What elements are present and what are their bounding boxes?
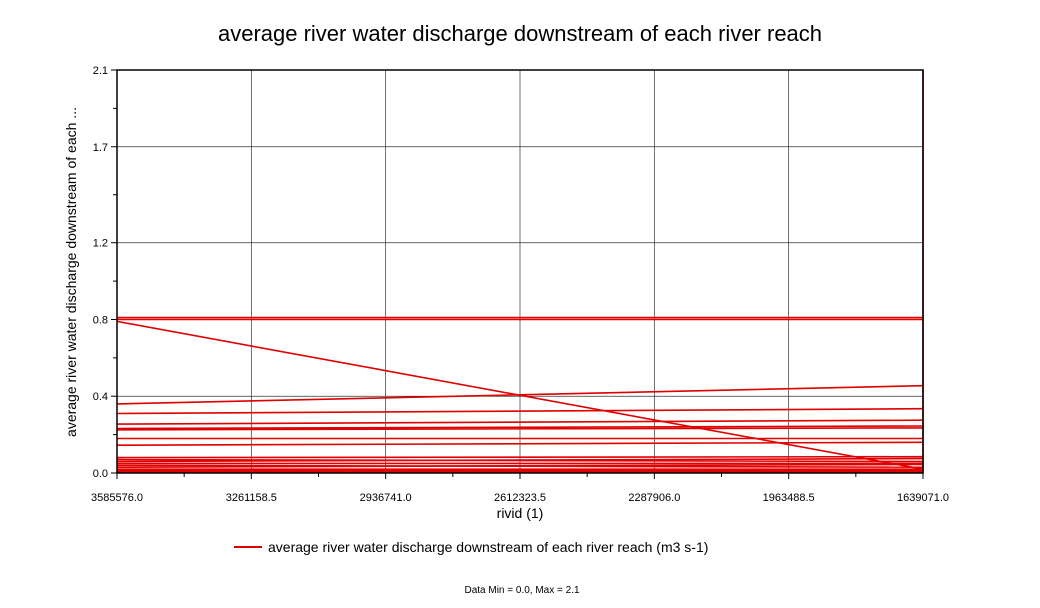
data-line-segment [116, 457, 924, 463]
data-line-segment [116, 419, 924, 425]
data-line-segment [116, 384, 924, 405]
data-line-segment [116, 427, 924, 431]
x-tick-label: 1963488.5 [763, 492, 815, 504]
y-tick-label: 1.2 [93, 238, 108, 250]
x-tick-label: 3261158.5 [226, 492, 277, 504]
chart-title: average river water discharge downstream… [218, 21, 822, 46]
plot-frame [116, 69, 924, 474]
data-range-footer: Data Min = 0.0, Max = 2.1 [464, 585, 579, 596]
legend-label: average river water discharge downstream… [268, 539, 708, 555]
data-line-segment [116, 441, 924, 447]
x-axis-label: rivid (1) [497, 505, 544, 521]
x-tick-label: 2287906.0 [628, 492, 680, 504]
y-axis-label: average river water discharge downstream… [63, 107, 79, 437]
data-line-segment [116, 425, 924, 430]
y-tick-label: 0.0 [93, 468, 108, 480]
x-tick-label: 2612323.5 [494, 492, 546, 504]
y-tick-label: 1.7 [93, 142, 108, 154]
axis-ticks: 3585576.0 3261158.5 2936741.0 2612323.5 2287… [91, 65, 949, 504]
x-tick-label: 2936741.0 [360, 492, 412, 504]
data-line-segment [116, 463, 924, 469]
x-tick-label: 1639071.0 [897, 492, 949, 504]
y-tick-label: 0.8 [93, 314, 108, 326]
y-tick-label: 0.4 [93, 391, 108, 403]
x-tick-label: 3585576.0 [91, 492, 143, 504]
data-line-segment [116, 407, 924, 415]
data-line-segment [116, 455, 924, 459]
y-tick-label: 2.1 [93, 65, 108, 77]
